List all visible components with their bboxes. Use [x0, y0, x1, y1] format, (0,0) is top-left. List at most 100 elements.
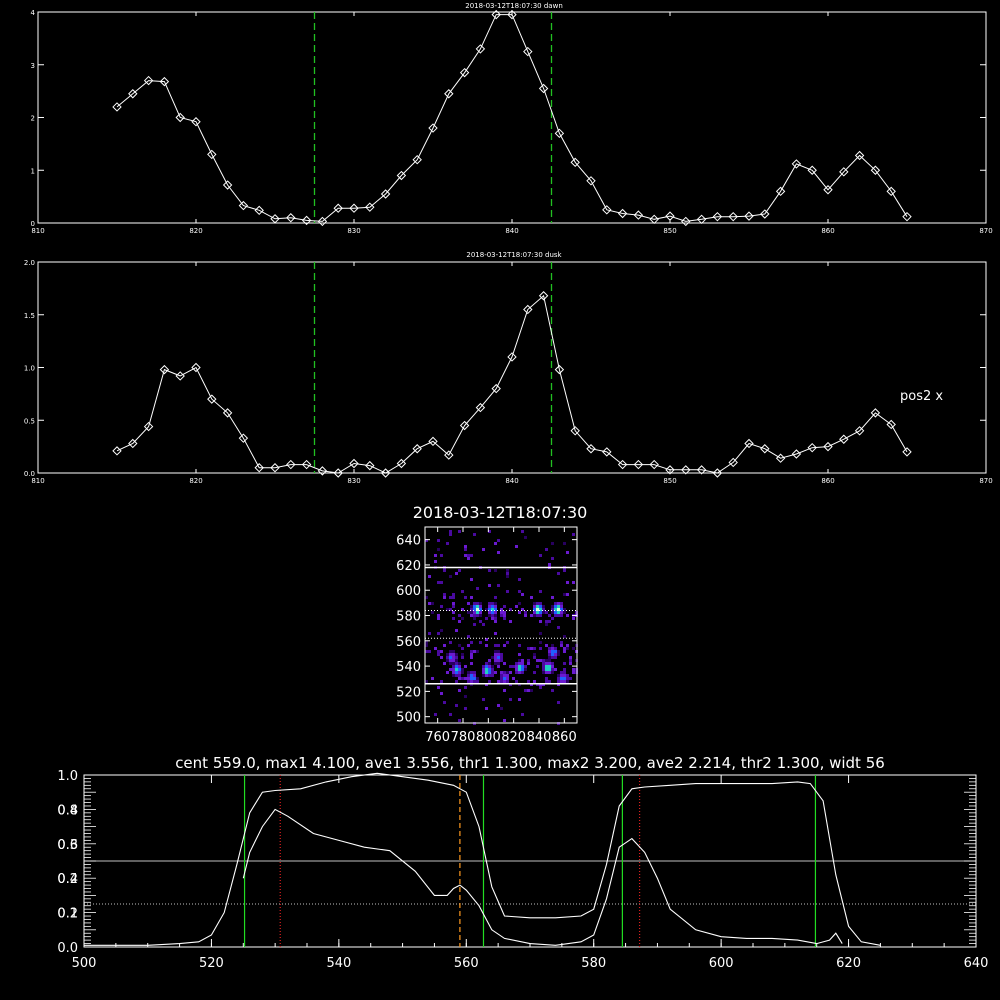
heatmap-cell	[551, 656, 554, 659]
heatmap-cell	[563, 647, 566, 650]
heatmap-cell	[479, 605, 482, 608]
heatmap-cell	[518, 590, 521, 593]
heatmap-cell	[551, 689, 554, 692]
heatmap-cell	[458, 719, 461, 722]
dusk-vlines	[313, 262, 553, 473]
heatmap-cell	[458, 530, 461, 533]
heatmap-cell	[488, 662, 491, 665]
heatmap-cell	[446, 653, 449, 656]
heatmap-xtick-label: 760	[425, 730, 450, 745]
heatmap-cell	[455, 656, 458, 659]
heatmap-cell	[503, 644, 506, 647]
heatmap-cell	[497, 659, 500, 662]
dusk-data-point	[870, 408, 881, 418]
dusk-data-point	[254, 463, 264, 473]
heatmap-cell	[551, 668, 554, 671]
heatmap-cell	[467, 557, 470, 560]
heatmap-cell	[446, 542, 449, 545]
heatmap-cell	[566, 593, 569, 596]
heatmap-cell	[464, 554, 467, 557]
dawn-data-point	[649, 214, 659, 225]
dusk-data-point	[744, 438, 754, 449]
dusk-xtick-label: 820	[189, 477, 202, 485]
heatmap-cell	[539, 611, 542, 614]
heatmap-cell	[539, 602, 542, 605]
heatmap-cell	[455, 659, 458, 662]
heatmap-cell	[521, 593, 524, 596]
dawn-xtick-label: 810	[31, 227, 44, 235]
dawn-ytick-label: 2	[31, 115, 35, 123]
heatmap-cell	[497, 662, 500, 665]
heatmap-cell	[530, 614, 533, 617]
profile-xtick-label: 580	[581, 956, 606, 971]
heatmap-cell	[545, 680, 548, 683]
heatmap-cell	[455, 665, 458, 668]
heatmap-cell	[524, 611, 527, 614]
heatmap-cell	[491, 674, 494, 677]
dusk-markers	[112, 291, 912, 478]
heatmap-cell	[521, 659, 524, 662]
heatmap-cell	[449, 533, 452, 536]
heatmap-cell	[494, 617, 497, 620]
dusk-xtick-label: 840	[505, 477, 518, 485]
heatmap-cell	[452, 602, 455, 605]
heatmap-cell	[458, 665, 461, 668]
heatmap-cell	[443, 593, 446, 596]
heatmap-cell	[449, 659, 452, 662]
heatmap-cell	[458, 668, 461, 671]
heatmap-cell	[425, 596, 428, 599]
dusk-data-point	[128, 438, 138, 449]
heatmap-cell	[551, 596, 554, 599]
heatmap-cell	[488, 665, 491, 668]
heatmap-cell	[536, 611, 539, 614]
heatmap-cell	[461, 608, 464, 611]
heatmap-cell	[455, 668, 458, 671]
heatmap-cell	[515, 545, 518, 548]
heatmap-cell	[488, 659, 491, 662]
dusk-data-point	[301, 459, 312, 470]
heatmap-cell	[563, 662, 566, 665]
dawn-data-point	[349, 203, 359, 213]
heatmap-cell	[518, 602, 521, 605]
heatmap-cell	[494, 542, 497, 545]
heatmap-cell	[473, 617, 476, 620]
heatmap-cell	[530, 596, 533, 599]
heatmap-cell	[560, 602, 563, 605]
dusk-data-point	[191, 362, 201, 373]
dusk-title: 2018-03-12T18:07:30 dusk	[466, 251, 562, 259]
heatmap-title: 2018-03-12T18:07:30	[413, 503, 588, 522]
heatmap-cell	[548, 671, 551, 674]
heatmap-cell	[464, 548, 467, 551]
heatmap-cell	[515, 671, 518, 674]
profile-xtick-label: 500	[72, 956, 97, 971]
heatmap-cell	[527, 662, 530, 665]
dawn-data-point	[696, 214, 707, 225]
heatmap-cell	[539, 641, 542, 644]
heatmap-cell	[479, 608, 482, 611]
heatmap-cell	[461, 590, 464, 593]
dawn-data-point	[270, 214, 280, 224]
heatmap-cell	[503, 662, 506, 665]
heatmap-cell	[491, 614, 494, 617]
profile-title: cent 559.0, max1 4.100, ave1 3.556, thr1…	[175, 754, 885, 772]
heatmap-cell	[488, 569, 491, 572]
heatmap-cell	[533, 680, 536, 683]
profile-ytick-label: 0.0	[57, 941, 78, 956]
heatmap-cell	[527, 659, 530, 662]
heatmap-cell	[449, 641, 452, 644]
heatmap-cell	[497, 650, 500, 653]
heatmap-cell	[494, 671, 497, 674]
heatmap-cell	[476, 677, 479, 680]
profile-ytick-label: 0.2	[57, 907, 78, 922]
heatmap-cell	[494, 596, 497, 599]
heatmap-cell	[440, 629, 443, 632]
heatmap-cell	[557, 614, 560, 617]
dawn-xtick-label: 820	[189, 227, 202, 235]
heatmap-cell	[455, 629, 458, 632]
heatmap-cell	[449, 530, 452, 533]
profile-ticks: 500 520 540 560 580 600 620 6400.00.20.40.60.81…	[57, 769, 988, 971]
heatmap-cell	[452, 668, 455, 671]
dusk-data-point	[586, 444, 596, 454]
heatmap-cell	[437, 653, 440, 656]
heatmap-cell	[572, 647, 575, 650]
